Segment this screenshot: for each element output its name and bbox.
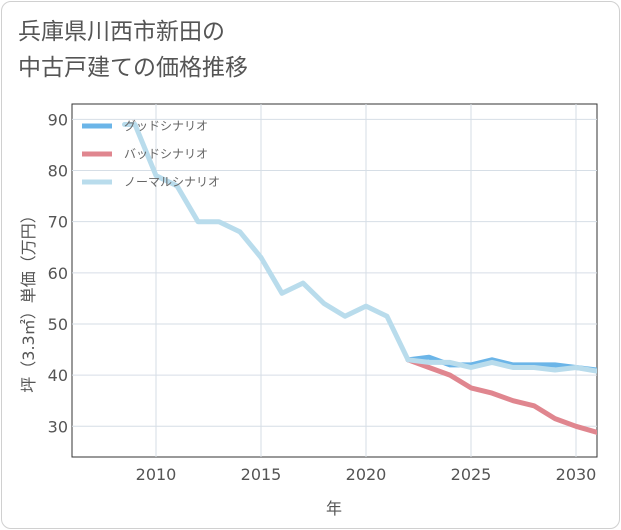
- chart-title: 兵庫県川西市新田の 中古戸建ての価格推移: [18, 14, 248, 86]
- y-tick-label: 80: [48, 162, 68, 181]
- y-tick-labels: 30 40 50 60 70 80 90: [48, 110, 68, 436]
- legend-label: ノーマルシナリオ: [124, 175, 220, 189]
- x-tick-labels: 2010 2015 2020 2025 2030: [136, 465, 597, 484]
- y-axis-title: 坪（3.3㎡）単価（万円）: [19, 207, 38, 392]
- x-tick-label: 2030: [556, 465, 597, 484]
- y-tick-label: 70: [48, 213, 68, 232]
- title-line-1: 兵庫県川西市新田の: [18, 19, 225, 45]
- series-lines: [122, 122, 597, 435]
- grid-lines: [72, 104, 597, 457]
- series-line-3: [122, 122, 597, 374]
- x-tick-label: 2015: [241, 465, 282, 484]
- y-tick-label: 40: [48, 366, 68, 385]
- y-tick-label: 90: [48, 110, 68, 129]
- legend-label: バッドシナリオ: [124, 147, 208, 161]
- series-line-2: [405, 357, 597, 435]
- y-tick-label: 60: [48, 264, 68, 283]
- legend-label: グッドシナリオ: [124, 119, 208, 133]
- y-tick-label: 30: [48, 417, 68, 436]
- x-tick-label: 2020: [346, 465, 387, 484]
- x-tick-label: 2025: [451, 465, 492, 484]
- x-tick-label: 2010: [136, 465, 177, 484]
- title-line-2: 中古戸建ての価格推移: [18, 55, 248, 81]
- x-axis-title: 年: [326, 499, 342, 518]
- y-tick-label: 50: [48, 315, 68, 334]
